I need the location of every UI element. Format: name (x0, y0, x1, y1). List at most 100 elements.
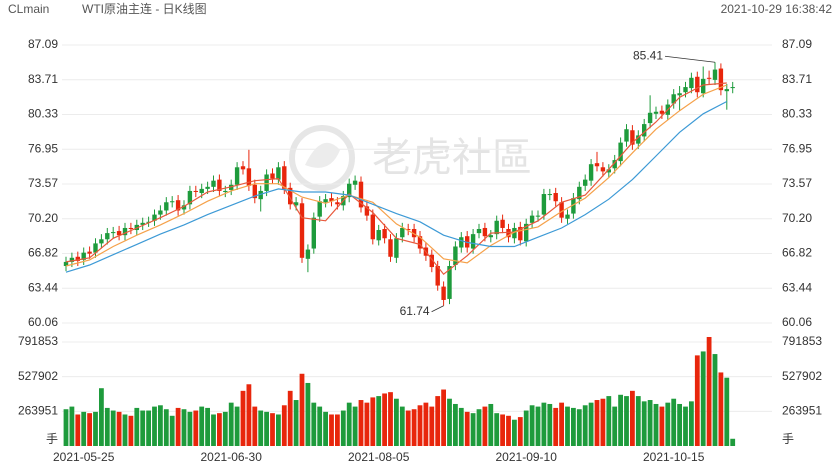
volume-bar (399, 406, 405, 446)
candle-body (299, 203, 305, 258)
moving-average (65, 100, 728, 273)
candle-body (494, 220, 499, 235)
candle-body (659, 110, 665, 114)
volume-bar (565, 406, 570, 446)
volume-bar (293, 400, 299, 446)
volume-bar (712, 354, 718, 446)
volume-bar (199, 406, 205, 446)
volume-bar (453, 403, 458, 446)
volume-bar (323, 411, 328, 446)
candle-body (606, 169, 611, 173)
candle-body (388, 239, 393, 257)
x-tick-label: 2021-09-10 (496, 450, 558, 464)
volume-bar (99, 388, 104, 446)
volume-bar (612, 406, 618, 446)
volume-bar (429, 406, 435, 446)
volume-tick-label: 527902 (18, 369, 58, 383)
candle-body (329, 198, 334, 202)
volume-bar (476, 409, 482, 446)
candle-body (547, 194, 552, 196)
candle-body (205, 186, 210, 189)
low-annotation: 61.74 (400, 304, 430, 318)
volume-bar (69, 406, 75, 446)
volume-bar (93, 411, 98, 446)
volume-bar (582, 405, 588, 446)
volume-bar (630, 390, 635, 446)
candle-body (93, 243, 98, 253)
volume-bar (694, 355, 700, 446)
volume-tick-label-right: 791853 (782, 334, 822, 348)
y-tick-label-right: 83.71 (782, 72, 812, 86)
volume-bar (588, 402, 594, 446)
candle-body (459, 237, 464, 248)
volume-bar (706, 336, 712, 446)
volume-bar (317, 406, 323, 446)
x-tick-label: 2021-06-30 (201, 450, 263, 464)
volume-bar (258, 410, 264, 446)
candle-body (211, 180, 216, 187)
candle-body (364, 206, 370, 216)
volume-bar (163, 409, 169, 446)
volume-bar (376, 396, 382, 446)
y-tick-label: 73.57 (28, 176, 58, 190)
candle-body (553, 192, 558, 202)
candle-body (370, 214, 375, 240)
volume-tick-label: 263951 (18, 404, 58, 418)
candle-body (541, 194, 547, 215)
symbol: CLmain (8, 2, 49, 16)
volume-tick-label: 791853 (18, 334, 58, 348)
candle-body (347, 183, 352, 198)
volume-bar (512, 419, 517, 446)
volume-bar (358, 400, 364, 446)
volume-bar (470, 413, 476, 446)
volume-bar (382, 393, 387, 446)
y-tick-label-right: 66.82 (782, 246, 812, 260)
candle-body (175, 200, 181, 211)
candle-body (358, 181, 364, 208)
candle-body (712, 69, 718, 80)
candle-body (624, 129, 629, 142)
volume-bar (146, 410, 151, 446)
y-tick-label-right: 70.20 (782, 211, 812, 225)
y-tick-label: 80.33 (28, 107, 58, 121)
candle-body (99, 239, 104, 244)
volume-bar (181, 409, 187, 446)
watermark-logo-inner (305, 142, 340, 168)
volume-bar (529, 405, 535, 446)
candle-body (323, 199, 328, 203)
volume-bar (730, 438, 736, 446)
volume-bar (618, 394, 623, 446)
candle-body (411, 228, 417, 238)
candle-body (636, 135, 641, 144)
candle-body (435, 266, 440, 286)
volume-bar (447, 398, 452, 446)
y-tick-label-right: 87.09 (782, 37, 812, 51)
volume-bar (116, 411, 122, 446)
candle-body (317, 201, 322, 217)
volume-unit: 手 (46, 432, 58, 446)
candle-body (382, 228, 387, 239)
volume-bar (394, 398, 399, 446)
volume-bar (287, 390, 293, 446)
volume-bar (724, 377, 730, 446)
volume-bar (388, 392, 393, 446)
candle-body (282, 166, 287, 189)
candle-body (518, 226, 523, 241)
candle-body (87, 251, 92, 254)
candle-body (653, 111, 659, 114)
candle-body (152, 214, 157, 221)
volume-bar (158, 405, 163, 446)
volume-bar (541, 402, 547, 446)
candle-body (258, 190, 263, 200)
volume-bar (329, 414, 334, 446)
volume-bar (276, 414, 281, 446)
candle-body (181, 205, 187, 210)
candle-body (406, 228, 411, 231)
candle-body (417, 236, 423, 249)
candle-body (618, 142, 623, 162)
volume-bar (264, 411, 269, 446)
candle-body (441, 286, 446, 300)
candle-body (647, 112, 653, 124)
volume-bar (576, 409, 582, 446)
